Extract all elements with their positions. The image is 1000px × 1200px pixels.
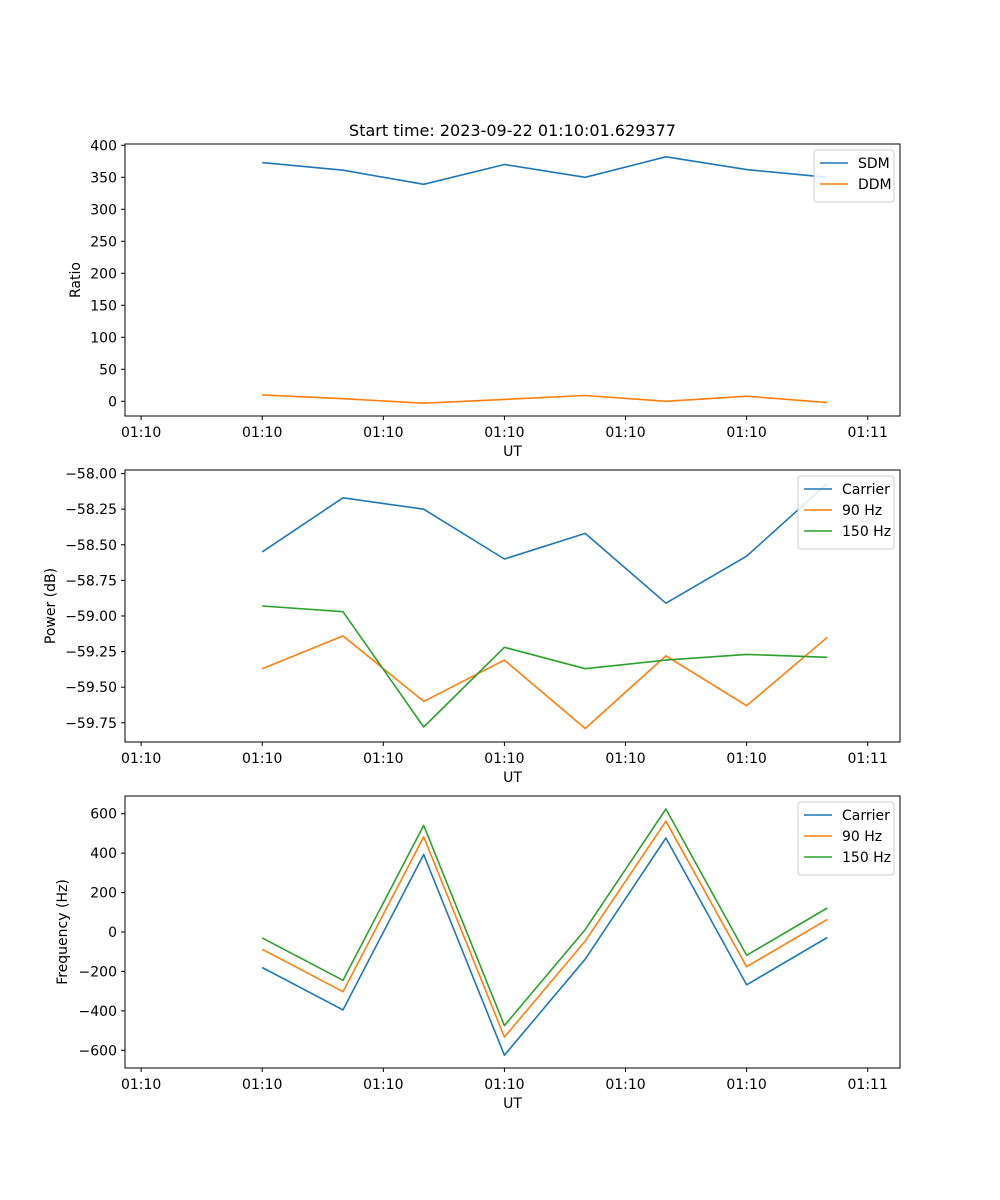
series-line-carrier bbox=[261, 482, 828, 605]
series-line-sdm bbox=[262, 156, 828, 186]
series-line-carrier bbox=[261, 837, 828, 1056]
y-tick-label: −200 bbox=[79, 964, 117, 980]
y-tick-label: −58.25 bbox=[65, 502, 117, 518]
y-tick-label: 600 bbox=[90, 807, 117, 823]
x-tick-label: 01:10 bbox=[605, 751, 645, 767]
x-tick-label: 01:11 bbox=[848, 751, 888, 767]
y-tick-label: 200 bbox=[90, 266, 117, 282]
y-axis-label: Frequency (Hz) bbox=[55, 879, 71, 985]
x-tick-label: 01:10 bbox=[242, 425, 282, 441]
series-line-90-hz bbox=[261, 635, 828, 730]
x-tick-label: 01:10 bbox=[605, 1077, 645, 1093]
x-tick-label: 01:10 bbox=[121, 425, 161, 441]
chart-title: Start time: 2023-09-22 01:10:01.629377 bbox=[349, 121, 676, 140]
x-tick-label: 01:10 bbox=[363, 751, 403, 767]
y-tick-label: 350 bbox=[90, 170, 117, 186]
legend: SDM DDM bbox=[813, 149, 895, 203]
y-tick-label: −58.50 bbox=[65, 538, 117, 554]
x-tick-label: 01:10 bbox=[726, 425, 766, 441]
y-tick-label: −400 bbox=[79, 1004, 117, 1020]
y-tick-label: −600 bbox=[79, 1043, 117, 1059]
x-tick-label: 01:11 bbox=[848, 425, 888, 441]
y-tick-label: 100 bbox=[90, 330, 117, 346]
y-tick-label: 0 bbox=[108, 925, 117, 941]
y-tick-label: 50 bbox=[99, 362, 117, 378]
y-tick-label: −59.75 bbox=[65, 716, 117, 732]
axes-frame bbox=[124, 143, 901, 417]
chart-3: 01:10 01:10 01:10 01:10 01:10 01:10 01:11 −600 −… bbox=[55, 795, 901, 1112]
series-line-90-hz bbox=[261, 820, 828, 1038]
axes-frame bbox=[124, 469, 901, 743]
x-tick-label: 01:10 bbox=[484, 425, 524, 441]
x-tick-label: 01:10 bbox=[363, 1077, 403, 1093]
x-axis-label: UT bbox=[503, 444, 522, 460]
x-tick-label: 01:10 bbox=[726, 751, 766, 767]
series-line-150-hz bbox=[261, 808, 828, 1027]
y-tick-label: −59.25 bbox=[65, 645, 117, 661]
series-line-ddm bbox=[262, 394, 828, 405]
y-tick-label: 200 bbox=[90, 886, 117, 902]
x-tick-label: 01:10 bbox=[484, 1077, 524, 1093]
legend-label: Carrier bbox=[842, 808, 890, 824]
x-tick-label: 01:10 bbox=[121, 1077, 161, 1093]
legend-label: SDM bbox=[858, 156, 890, 172]
legend: Carrier 90 Hz 150 Hz bbox=[797, 801, 895, 876]
x-tick-label: 01:10 bbox=[242, 751, 282, 767]
x-tick-label: 01:10 bbox=[363, 425, 403, 441]
y-tick-label: 400 bbox=[90, 138, 117, 154]
legend-label: 90 Hz bbox=[842, 503, 882, 519]
y-axis-label: Power (dB) bbox=[43, 568, 59, 644]
legend-label: DDM bbox=[858, 177, 892, 193]
x-tick-label: 01:10 bbox=[605, 425, 645, 441]
y-tick-label: 150 bbox=[90, 298, 117, 314]
chart-1: Start time: 2023-09-22 01:10:01.62937701… bbox=[68, 121, 901, 460]
x-tick-label: 01:10 bbox=[121, 751, 161, 767]
x-tick-label: 01:11 bbox=[848, 1077, 888, 1093]
y-tick-label: −59.00 bbox=[65, 609, 117, 625]
x-tick-label: 01:10 bbox=[726, 1077, 766, 1093]
y-tick-label: 300 bbox=[90, 202, 117, 218]
legend-label: 90 Hz bbox=[842, 829, 882, 845]
y-tick-label: −58.00 bbox=[65, 467, 117, 483]
y-tick-label: −59.50 bbox=[65, 680, 117, 696]
y-axis-label: Ratio bbox=[68, 262, 84, 298]
x-axis-label: UT bbox=[503, 770, 522, 786]
series-line-150-hz bbox=[262, 605, 828, 728]
legend-label: 150 Hz bbox=[842, 850, 891, 866]
y-tick-label: 400 bbox=[90, 846, 117, 862]
y-tick-label: 250 bbox=[90, 234, 117, 250]
legend: Carrier 90 Hz 150 Hz bbox=[797, 475, 895, 550]
x-tick-label: 01:10 bbox=[242, 1077, 282, 1093]
x-axis-label: UT bbox=[503, 1096, 522, 1112]
y-tick-label: 0 bbox=[108, 394, 117, 410]
chart-2: 01:10 01:10 01:10 01:10 01:10 01:10 01:11 −59.7… bbox=[43, 467, 901, 786]
legend-label: Carrier bbox=[842, 482, 890, 498]
y-tick-label: −58.75 bbox=[65, 573, 117, 589]
x-tick-label: 01:10 bbox=[484, 751, 524, 767]
legend-label: 150 Hz bbox=[842, 524, 891, 540]
